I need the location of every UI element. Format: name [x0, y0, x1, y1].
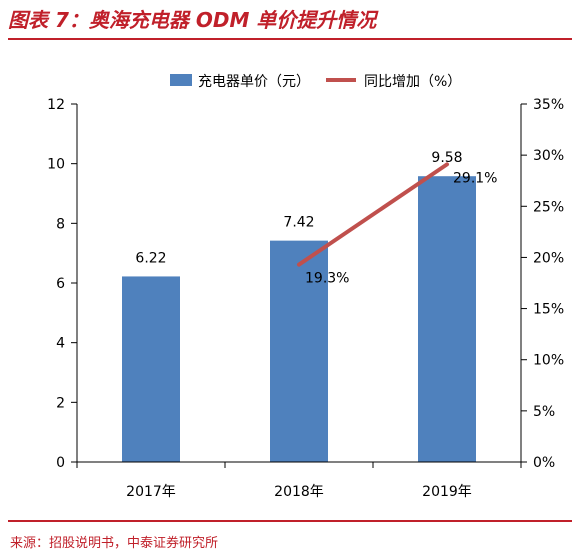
x-tick-label-2: 2019年 — [422, 484, 472, 500]
bar-label-1: 7.42 — [283, 215, 314, 231]
y-right-tick-label-7: 35% — [533, 97, 564, 113]
legend-line-label: 同比增加（%） — [364, 74, 461, 90]
y-right-tick-label-4: 20% — [533, 250, 564, 266]
bar-0 — [122, 276, 180, 462]
y-right-tick-label-5: 25% — [533, 199, 564, 215]
y-left-tick-label-2: 4 — [56, 336, 65, 352]
growth-label-0: 19.3% — [305, 271, 349, 287]
y-right-tick-label-0: 0% — [533, 455, 555, 471]
y-right-tick-label-2: 10% — [533, 353, 564, 369]
bar-2 — [418, 176, 476, 463]
y-left-tick-label-1: 2 — [56, 395, 65, 411]
chart-title: 图表 7：奥海充电器 ODM 单价提升情况 — [8, 8, 377, 32]
y-right-tick-label-3: 15% — [533, 302, 564, 318]
y-left-tick-label-3: 6 — [56, 276, 65, 292]
legend-bar-swatch — [170, 74, 192, 86]
x-tick-label-0: 2017年 — [126, 484, 176, 500]
y-right-tick-label-1: 5% — [533, 404, 555, 420]
bar-label-2: 9.58 — [431, 150, 462, 166]
bar-1 — [270, 240, 328, 462]
bar-label-0: 6.22 — [135, 250, 166, 266]
y-right-tick-label-6: 30% — [533, 148, 564, 164]
growth-line — [297, 162, 449, 267]
source-divider — [8, 520, 572, 522]
x-tick-label-1: 2018年 — [274, 484, 324, 500]
y-left-tick-label-4: 8 — [56, 216, 65, 232]
legend-bar-label: 充电器单价（元） — [198, 74, 310, 90]
y-left-tick-label-0: 0 — [56, 455, 65, 471]
title-divider — [8, 38, 572, 40]
source-note: 来源：招股说明书，中泰证券研究所 — [10, 536, 219, 551]
growth-label-1: 29.1% — [453, 170, 497, 186]
y-left-tick-label-5: 10 — [47, 157, 65, 173]
y-left-tick-label-6: 12 — [47, 97, 65, 113]
